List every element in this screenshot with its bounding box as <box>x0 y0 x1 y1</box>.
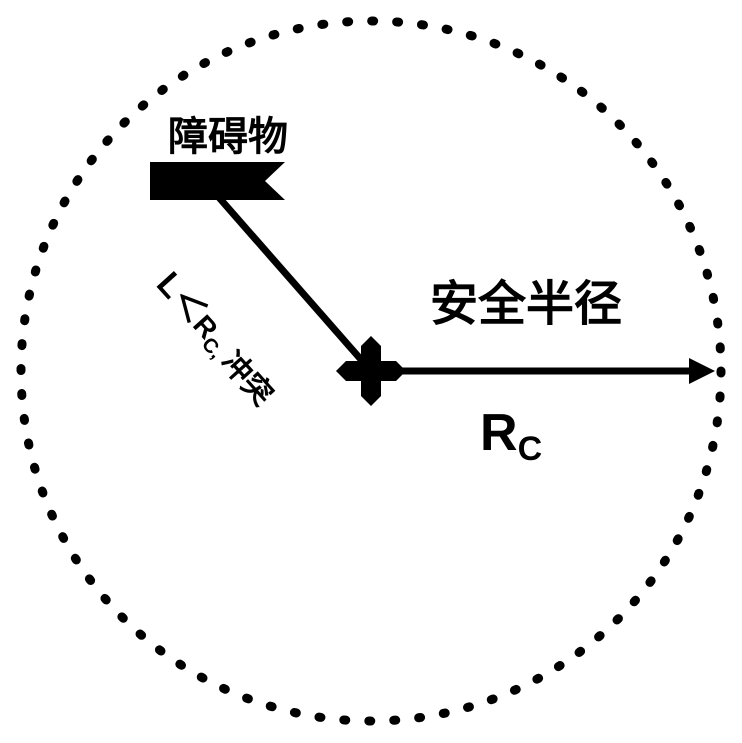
safety-radius-label: 安全半径 <box>430 277 622 331</box>
diagram-svg: 障碍物安全半径 RC L＜RC,冲突 <box>0 0 742 743</box>
radius-line <box>371 358 715 384</box>
obstacle-label: 障碍物 <box>168 115 288 159</box>
conflict-label: L＜RC,冲突 <box>147 265 285 412</box>
diagram-root: 障碍物安全半径 RC L＜RC,冲突 <box>0 0 742 743</box>
obstacle-line <box>208 185 371 371</box>
radius-arrowhead <box>689 358 715 384</box>
obstacle-block <box>150 162 285 200</box>
aircraft-icon-wings <box>336 361 406 381</box>
rc-label: RC <box>480 404 542 468</box>
svg-text:L＜RC,冲突: L＜RC,冲突 <box>147 265 285 412</box>
